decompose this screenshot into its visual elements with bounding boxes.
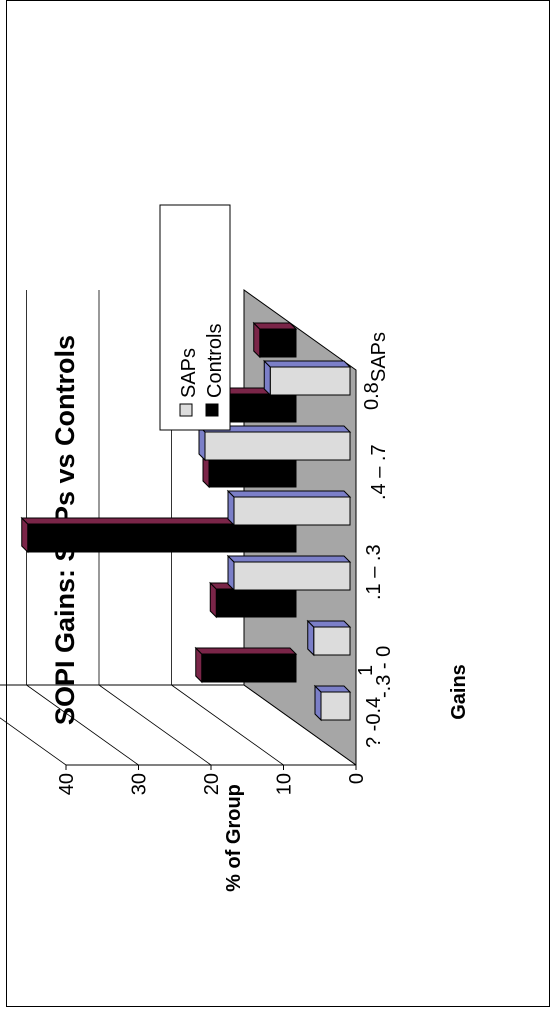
y-tick-label: 40 [56,773,78,795]
bar-controls-2 [27,523,297,553]
bar-controls-1 [215,588,297,618]
bar-side-saps-2 [226,555,352,563]
y-tick-label: 0 [346,773,368,784]
bar-saps-4 [204,431,351,461]
bar-saps-5 [269,366,351,396]
legend-label-controls: Controls [204,324,226,398]
x-tick-label: 0.8 [361,382,383,410]
bar-saps-0 [320,691,351,721]
bar-side-saps-1 [306,620,352,628]
x-axis-ticks: ? -0.4-.3 - 01 .1 – .3 .4 – .7 0.8 [355,382,395,748]
legend-box [159,204,231,431]
bar-side-saps-3 [226,490,352,498]
bar-controls-5 [259,328,297,358]
bar-saps-1 [313,626,351,656]
gridline-side [26,684,139,766]
legend-swatch-controls [205,403,219,417]
legend-label-saps: SAPs [178,348,200,398]
bar-saps-2 [233,561,351,591]
depth-axis-label: SAPs [368,332,390,382]
x-axis-title: Gains [448,664,470,720]
bar-saps-3 [233,496,351,526]
bar-controls-3 [208,458,297,488]
x-tick-label: .4 – .7 [368,444,390,500]
legend: SAPs Controls [159,204,231,431]
x-tick-label: ? -0.4 [363,697,385,748]
y-axis-ticks: 0 10 20 30 40 [56,765,368,795]
bar-controls-0 [201,653,297,683]
bar-side-controls-0 [194,647,298,655]
y-tick-label: 20 [201,773,223,795]
gridline-side [98,684,212,766]
x-tick-label: .1 – .3 [363,544,385,600]
y-axis-title: % of Group [223,784,245,892]
gridline-side [171,684,284,766]
x-tick-label: -.3 - 0 [373,646,395,698]
bar-side-controls-5 [252,322,298,330]
bar-side-saps-5 [263,360,352,368]
y-tick-label: 30 [129,773,151,795]
x-tick-label: 1 [355,665,377,676]
legend-swatch-saps [179,403,193,417]
y-tick-label: 10 [274,773,296,795]
gridline-side [0,684,67,766]
bar-side-saps-0 [313,685,352,693]
